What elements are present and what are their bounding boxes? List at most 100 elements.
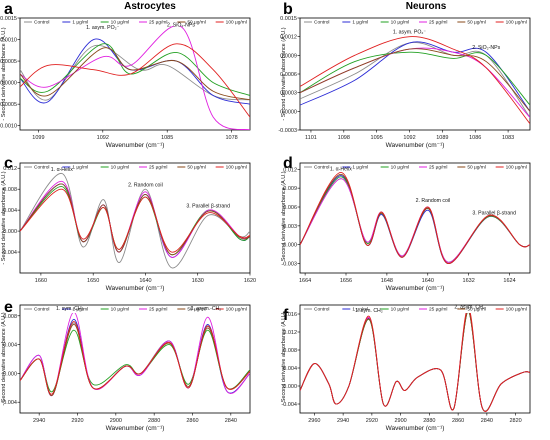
y-axis-label: - Second derivative absorbance (A.U.) [281, 312, 287, 405]
y-tick-label: -0.003 [281, 262, 297, 268]
peak-annotation: 3. Parallel β-strand [472, 211, 516, 217]
series-line [300, 171, 530, 265]
x-tick-label: 1664 [299, 278, 311, 284]
y-tick-label: 0.000 [3, 371, 17, 377]
legend-entry: 100 µg/ml [226, 165, 247, 171]
legend-entry: 100 µg/ml [506, 20, 527, 26]
legend-entry: Control [314, 165, 329, 171]
series-line [20, 188, 250, 253]
series-line [300, 47, 530, 118]
series-line [300, 176, 530, 263]
x-tick-label: 2920 [71, 418, 83, 424]
x-tick-label: 2900 [395, 418, 407, 424]
y-axis-label: - Second derivative absorbance (A.U.) [1, 171, 7, 264]
series-line [300, 36, 530, 125]
legend-entry: 100 µg/ml [506, 307, 527, 313]
panel-label-c: c [4, 155, 13, 172]
series-line [300, 41, 530, 118]
series-line [20, 186, 250, 256]
legend-entry: 25 µg/ml [429, 165, 448, 171]
series-line [20, 43, 250, 118]
panel-title-a: Astrocytes [124, 1, 176, 12]
y-tick-label: -0.004 [1, 250, 17, 256]
x-tick-label: 1624 [503, 278, 515, 284]
y-tick-label: 0.0015 [280, 16, 297, 22]
panel-d: d Control 1 µg/ml 10 µg/ml 25 µg/ml 50 µg/ml 1… [281, 155, 531, 292]
y-axis-label: - Second derivative absorbance (A.U.) [1, 27, 7, 120]
y-tick-label: -0.004 [281, 402, 297, 408]
legend-entry: 50 µg/ml [187, 307, 206, 313]
series-line [20, 183, 250, 258]
x-tick-label: 1089 [436, 135, 448, 141]
panel-label-e: e [4, 299, 13, 316]
x-tick-label: 1099 [32, 135, 44, 141]
legend-entry: Control [314, 20, 329, 26]
legend-entry: 10 µg/ml [111, 307, 129, 313]
legend-entry: 50 µg/ml [467, 307, 486, 313]
legend-entry: 1 µg/ml [72, 20, 88, 26]
legend-entry: 50 µg/ml [467, 165, 486, 171]
legend-entry: 25 µg/ml [149, 165, 168, 171]
series-line [300, 313, 530, 412]
series-line [300, 313, 530, 412]
legend-entry: 10 µg/ml [391, 307, 410, 313]
panel-label-a: a [4, 1, 13, 18]
series-line [20, 323, 250, 396]
y-tick-label: 0.0000 [280, 109, 297, 115]
series-line [20, 180, 250, 258]
legend-entry: 100 µg/ml [226, 307, 247, 313]
peak-annotation: 3. Parallel β-strand [186, 204, 230, 210]
legend-entry: 10 µg/ml [391, 165, 410, 171]
x-tick-label: 2840 [225, 418, 237, 424]
x-axis-label: Wavenumber (cm⁻¹) [386, 142, 445, 149]
x-tick-label: 1656 [340, 278, 352, 284]
legend-entry: Control [34, 20, 49, 26]
y-tick-label: -0.0005 [0, 102, 17, 108]
x-tick-label: 1630 [192, 278, 204, 284]
plot-frame [19, 162, 251, 274]
legend-entry: 50 µg/ml [467, 20, 486, 26]
x-axis-label: Wavenumber (cm⁻¹) [386, 285, 445, 292]
series-line [20, 313, 250, 396]
series-line [20, 322, 250, 396]
y-tick-label: 0.0009 [280, 53, 297, 59]
x-axis-label: Wavenumber (cm⁻¹) [106, 142, 165, 149]
y-tick-label: 0.0015 [0, 16, 17, 22]
peak-annotation: 2. Random coil [128, 183, 163, 189]
series-line [300, 313, 530, 412]
y-tick-label: 0.000 [283, 384, 297, 390]
x-tick-label: 1098 [338, 135, 350, 141]
y-tick-label: 0.0003 [280, 91, 297, 97]
peak-annotation: 2. asym.-CH₂ [190, 306, 221, 312]
y-axis-label: - Second derivative absorbance (A.U.) [281, 27, 287, 120]
peak-annotation: 1. sym. CH₂ [355, 308, 383, 314]
legend-entry: 1 µg/ml [72, 165, 88, 171]
x-tick-label: 1620 [244, 278, 256, 284]
y-tick-label: 0.0005 [0, 59, 17, 65]
x-tick-label: 1092 [403, 135, 415, 141]
y-tick-label: 0.0006 [280, 72, 297, 78]
legend-entry: 25 µg/ml [149, 307, 168, 313]
legend-entry: 50 µg/ml [187, 20, 206, 26]
y-tick-label: 0.0010 [0, 38, 17, 44]
series-line [20, 26, 250, 130]
y-tick-label: 0.004 [283, 366, 297, 372]
legend-entry: 1 µg/ml [352, 307, 368, 313]
series-line [20, 321, 250, 395]
x-axis-label: Wavenumber (cm⁻¹) [106, 285, 165, 292]
y-tick-label: 0.004 [3, 343, 17, 349]
y-tick-label: 0.009 [283, 186, 297, 192]
x-tick-label: 1095 [371, 135, 383, 141]
y-axis-label: - Second derivative absorbance (A.U.) [1, 312, 7, 405]
legend-entry: 50 µg/ml [187, 165, 206, 171]
y-tick-label: 0.006 [283, 205, 297, 211]
series-line [300, 48, 530, 112]
plot-frame [19, 17, 251, 131]
y-tick-label: 0.008 [3, 187, 17, 193]
series-line [300, 178, 530, 265]
legend-entry: Control [34, 307, 49, 313]
y-tick-label: 0.012 [283, 167, 297, 173]
x-tick-label: 1660 [35, 278, 47, 284]
series-line [300, 51, 530, 106]
x-tick-label: 2860 [186, 418, 198, 424]
